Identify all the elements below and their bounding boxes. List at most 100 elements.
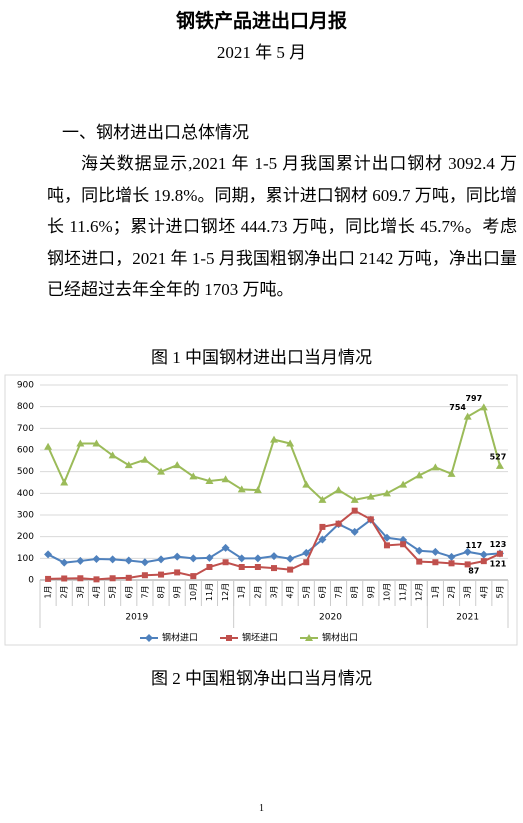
page-number: 1 — [259, 803, 264, 814]
data-marker — [399, 535, 408, 544]
data-marker — [44, 442, 53, 450]
y-tick-label: 700 — [17, 424, 34, 434]
data-marker — [174, 569, 181, 576]
group-label: 2019 — [125, 613, 148, 623]
data-marker — [226, 635, 232, 641]
x-tick-label: 10月 — [189, 583, 198, 601]
x-tick-label: 4月 — [479, 585, 488, 598]
x-tick-label: 11月 — [399, 583, 408, 601]
data-marker — [416, 558, 423, 565]
data-marker — [254, 564, 261, 570]
data-marker — [76, 556, 85, 565]
data-marker — [158, 571, 165, 578]
series-line — [47, 405, 501, 502]
data-marker — [415, 471, 424, 479]
group-label: 2021 — [456, 613, 479, 623]
data-marker — [145, 634, 153, 642]
data-marker — [109, 575, 116, 582]
x-tick-label: 1月 — [237, 585, 246, 598]
x-tick-label: 9月 — [173, 585, 182, 598]
data-marker — [496, 550, 503, 557]
group-label: 2020 — [319, 613, 342, 623]
x-tick-label: 3月 — [463, 585, 472, 598]
data-marker — [447, 469, 456, 477]
data-marker — [286, 554, 295, 563]
data-marker — [124, 461, 133, 469]
data-marker — [190, 573, 197, 580]
x-tick-label: 8月 — [157, 585, 166, 598]
data-marker — [399, 480, 408, 488]
data-marker — [125, 574, 132, 581]
x-tick-label: 4月 — [92, 585, 101, 598]
y-tick-label: 400 — [17, 489, 34, 499]
data-marker — [383, 542, 390, 549]
data-marker — [432, 559, 439, 566]
data-marker — [480, 558, 487, 565]
data-marker — [302, 480, 311, 488]
data-marker — [221, 543, 230, 552]
y-tick-label: 200 — [17, 532, 34, 542]
data-label: 797 — [465, 394, 482, 403]
data-marker — [271, 565, 277, 572]
doc-title: 钢铁产品进出口月报 — [175, 11, 347, 32]
data-marker — [92, 554, 101, 563]
doc-date: 2021 年 5 月 — [216, 43, 307, 62]
data-marker — [60, 478, 69, 486]
data-marker — [140, 455, 149, 463]
x-tick-label: 12月 — [415, 583, 424, 601]
data-marker — [205, 553, 214, 562]
data-marker — [222, 559, 229, 566]
data-label: 117 — [465, 541, 482, 550]
data-marker — [350, 495, 359, 503]
data-marker — [206, 564, 213, 570]
x-tick-label: 7月 — [334, 585, 343, 598]
x-tick-label: 10月 — [382, 583, 391, 601]
x-tick-label: 9月 — [366, 585, 375, 598]
data-marker — [237, 554, 246, 563]
x-tick-label: 5月 — [108, 585, 117, 598]
x-tick-label: 8月 — [350, 585, 359, 598]
x-tick-label: 2月 — [253, 585, 262, 598]
data-marker — [319, 523, 326, 530]
data-marker — [93, 576, 100, 583]
chart: 0 100 200 300 400 500 600 700 800 900 1月 2月 3月 4月 5月 6月… — [4, 374, 518, 646]
data-marker — [61, 575, 68, 582]
data-marker — [173, 552, 182, 561]
data-marker — [221, 475, 230, 483]
section-heading: 一、钢材进出口总体情况 — [62, 123, 249, 142]
x-tick-label: 3月 — [270, 585, 279, 598]
data-marker — [305, 634, 313, 641]
x-tick-label: 5月 — [302, 585, 311, 598]
data-marker — [448, 560, 455, 567]
data-label: 87 — [468, 567, 479, 576]
x-tick-label: 2月 — [447, 585, 456, 598]
data-marker — [76, 439, 85, 447]
x-tick-label: 7月 — [140, 585, 149, 598]
y-tick-label: 500 — [17, 467, 34, 477]
data-marker — [238, 564, 245, 570]
x-tick-label: 12月 — [221, 583, 230, 601]
data-label: 754 — [449, 403, 466, 412]
legend-label: 钢材出口 — [322, 632, 358, 644]
y-tick-label: 900 — [17, 381, 34, 391]
data-marker — [335, 520, 342, 527]
x-tick-label: 11月 — [205, 583, 214, 601]
y-tick-label: 800 — [17, 402, 34, 412]
data-label: 123 — [490, 540, 507, 549]
data-marker — [189, 554, 198, 563]
data-marker — [431, 463, 440, 471]
data-marker — [77, 575, 84, 582]
x-tick-label: 1月 — [431, 585, 440, 598]
data-marker — [44, 550, 53, 559]
x-tick-label: 6月 — [318, 585, 327, 598]
data-marker — [60, 558, 69, 567]
y-tick-label: 600 — [17, 446, 34, 456]
x-tick-label: 2月 — [60, 585, 69, 598]
data-marker — [237, 485, 246, 493]
data-marker — [334, 486, 343, 494]
chart-frame — [4, 374, 518, 646]
legend-label: 钢坯进口 — [242, 632, 278, 644]
data-marker — [157, 555, 166, 564]
data-marker — [318, 535, 327, 544]
